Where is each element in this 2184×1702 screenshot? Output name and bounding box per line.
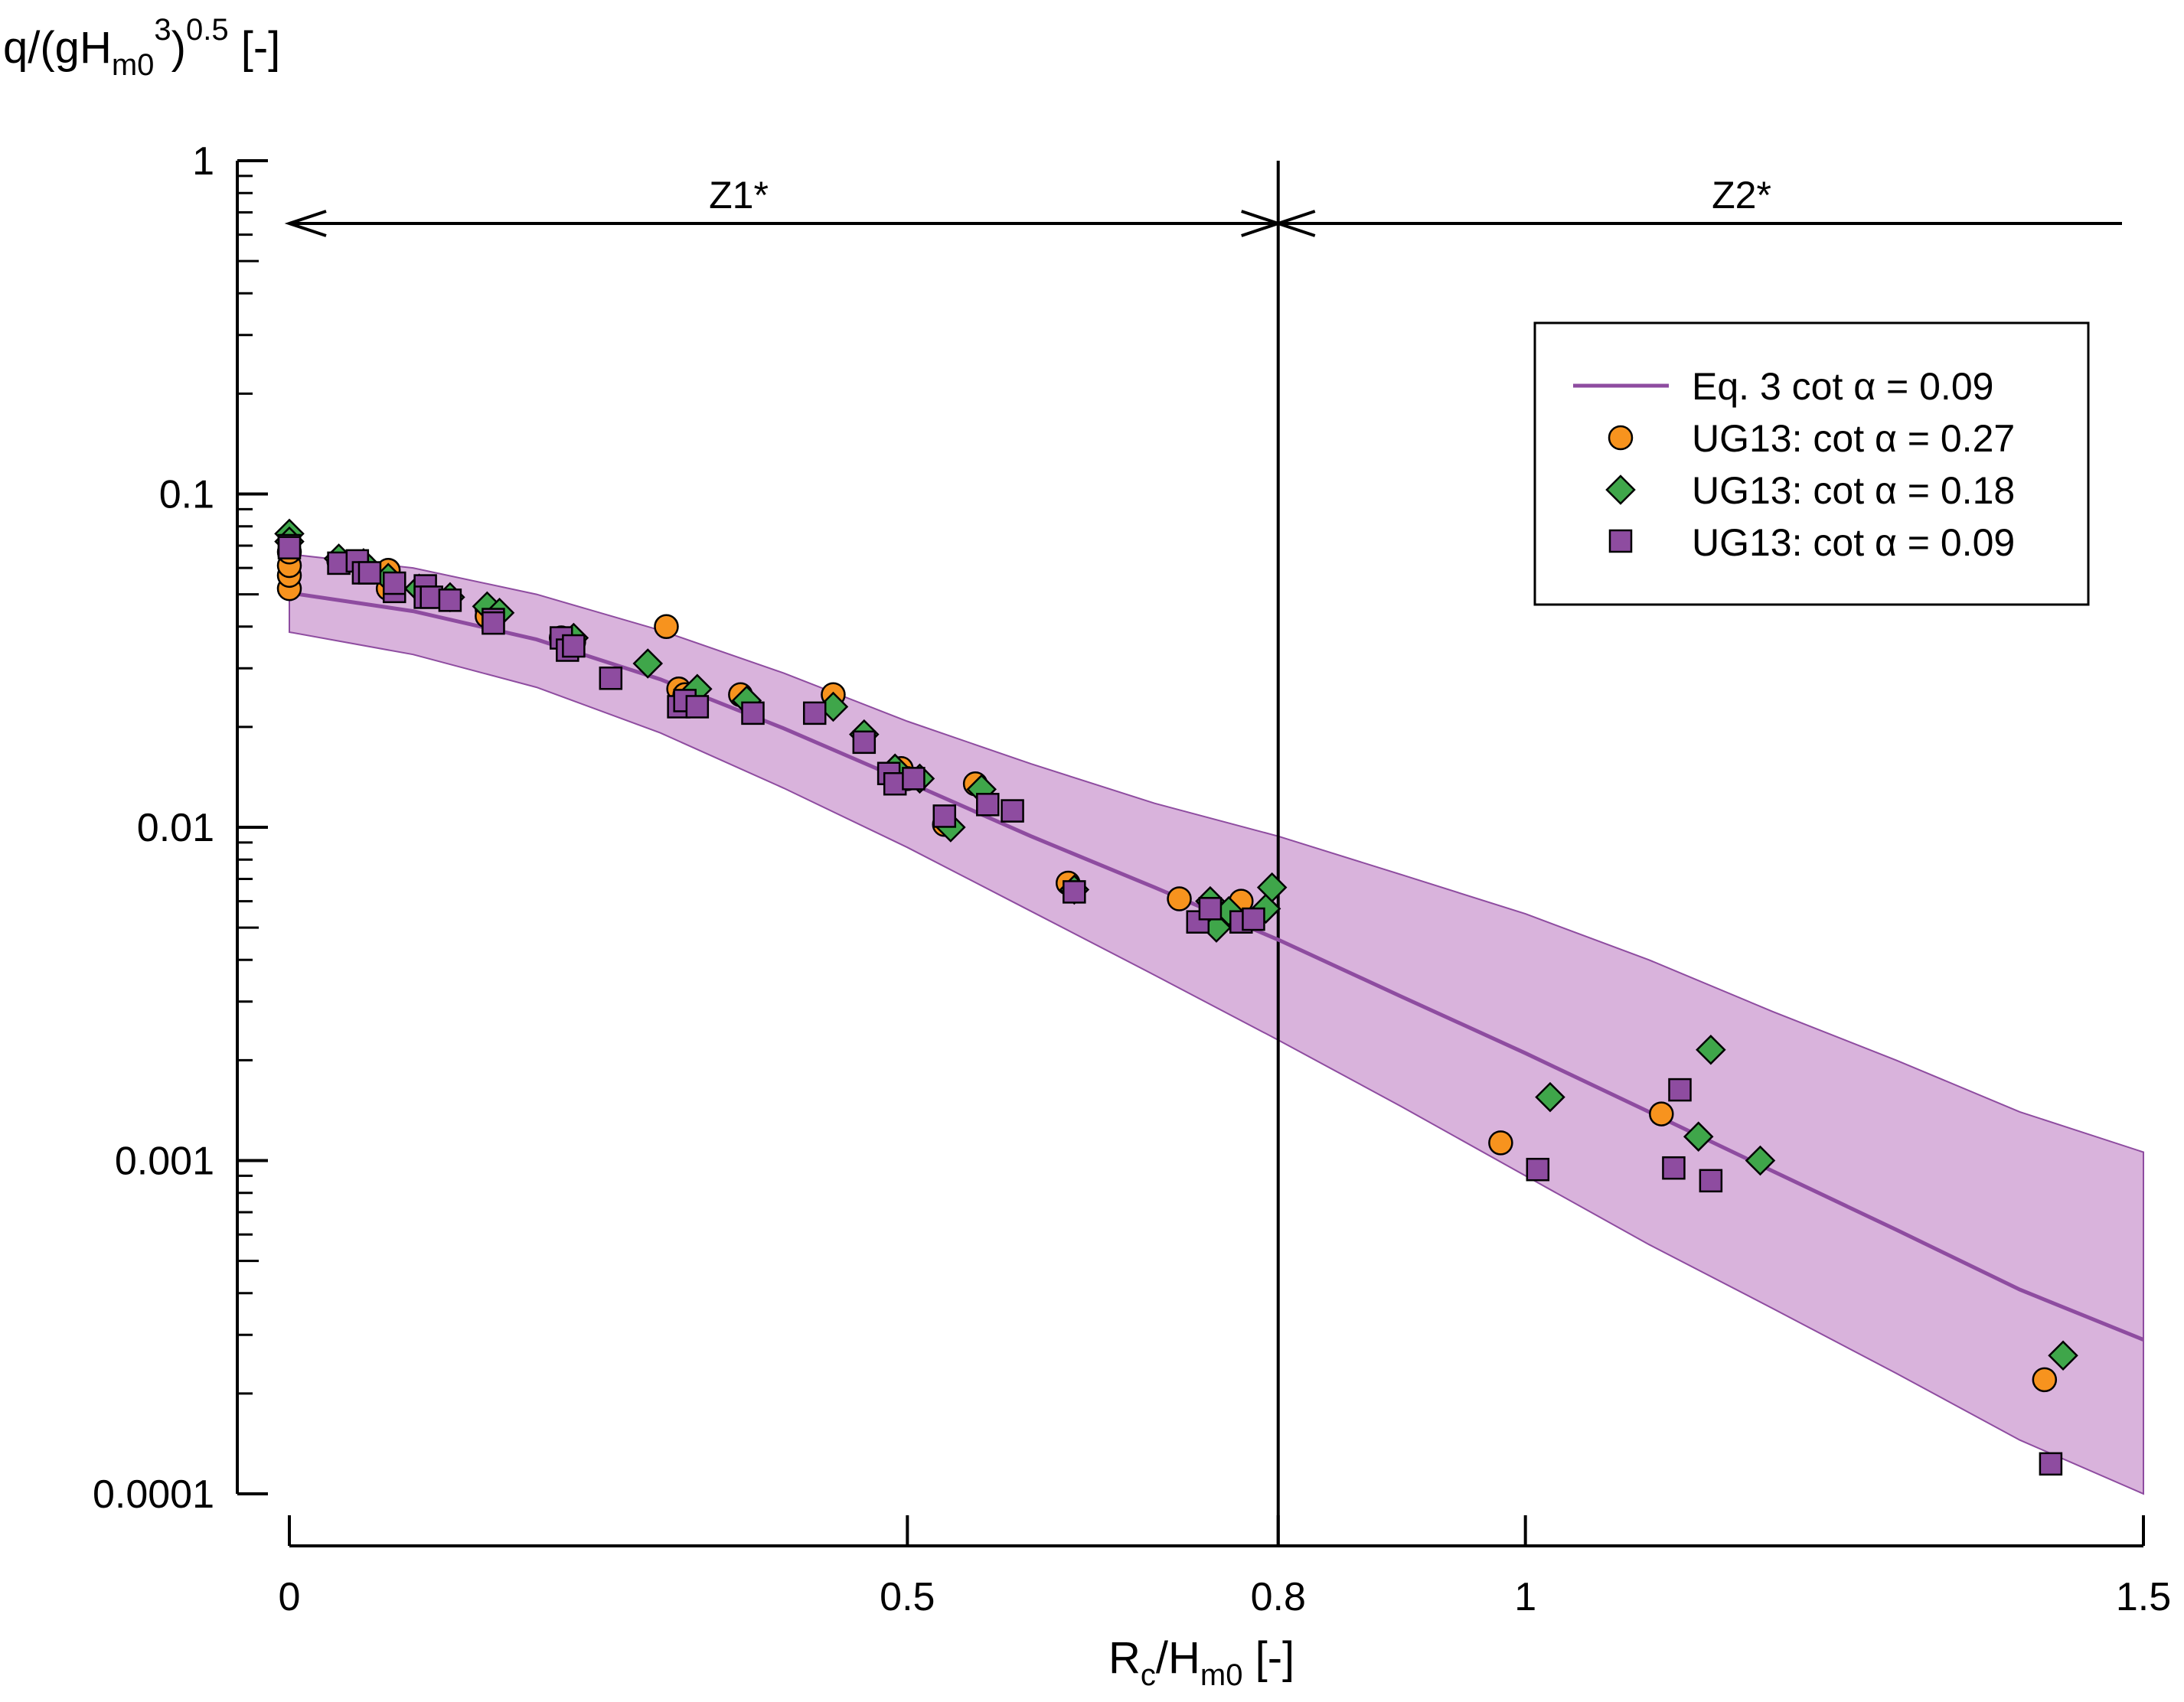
data-point-square <box>741 701 765 725</box>
legend: Eq. 3 cot α = 0.09 UG13: cot α = 0.27 UG… <box>1533 321 2090 606</box>
data-point-square <box>685 695 710 719</box>
data-point-square <box>1699 1169 1723 1193</box>
data-point-square <box>976 793 1000 817</box>
legend-label-cot018: UG13: cot α = 0.18 <box>1692 469 2015 512</box>
data-point-square <box>1242 907 1265 931</box>
data-point-square <box>1668 1078 1692 1102</box>
zone1-left-arrowhead <box>284 210 327 237</box>
data-point-square <box>599 667 623 690</box>
data-point-circle <box>654 614 679 640</box>
data-point-square <box>357 561 382 585</box>
data-point-square <box>1198 897 1223 921</box>
x-tick-label: 0.8 <box>1251 1575 1306 1619</box>
zone-label-z1: Z1* <box>709 174 769 217</box>
data-point-square <box>902 767 926 791</box>
legend-label-cot009: UG13: cot α = 0.09 <box>1692 521 2015 564</box>
zone-label-z2: Z2* <box>1712 174 1771 217</box>
data-point-diamond <box>1696 1034 1726 1065</box>
zone2-left-arrowhead <box>1273 210 1316 237</box>
data-point-diamond <box>1535 1081 1565 1113</box>
data-point-square <box>802 701 827 725</box>
data-point-square <box>277 536 302 559</box>
legend-square-marker <box>1608 529 1633 553</box>
data-point-circle <box>1649 1101 1674 1127</box>
confidence-band <box>289 553 2144 1495</box>
y-tick-label: 0.001 <box>115 1140 214 1184</box>
data-point-square <box>382 571 406 595</box>
legend-circle-marker <box>1608 425 1634 451</box>
data-point-diamond <box>632 648 664 679</box>
data-point-square <box>1662 1156 1686 1180</box>
y-tick-label: 0.1 <box>159 473 214 517</box>
x-tick-label: 0 <box>279 1575 301 1619</box>
data-point-square <box>438 589 462 612</box>
data-point-diamond <box>1683 1121 1714 1152</box>
data-point-square <box>1001 799 1024 823</box>
legend-diamond-marker <box>1605 474 1636 505</box>
legend-label-curve: Eq. 3 cot α = 0.09 <box>1692 365 1993 408</box>
data-point-circle <box>1167 886 1192 911</box>
x-tick-label: 1 <box>1514 1575 1536 1619</box>
y-tick-label: 1 <box>192 139 214 184</box>
x-tick-label: 0.5 <box>880 1575 935 1619</box>
data-point-square <box>482 611 505 635</box>
x-axis-title: Rc/Hm0 [-] <box>1108 1633 1294 1692</box>
data-point-square <box>932 804 957 828</box>
axes-layer: 1 0.1 0.01 0.001 0.0001 0 0.5 0.8 1 1.5 <box>93 139 2171 1619</box>
data-point-square <box>1186 910 1210 934</box>
x-tick-label: 1.5 <box>2116 1575 2171 1619</box>
legend-box <box>1533 321 2090 606</box>
data-point-square <box>562 634 586 658</box>
data-point-diamond <box>1256 872 1288 903</box>
points-layer <box>274 518 2078 1476</box>
data-point-circle <box>1488 1130 1513 1156</box>
data-point-circle <box>2032 1367 2058 1393</box>
data-point-diamond <box>2048 1340 2078 1371</box>
legend-label-cot027: UG13: cot α = 0.27 <box>1692 417 2015 460</box>
data-point-square <box>1526 1157 1550 1182</box>
data-point-square <box>1063 880 1086 904</box>
y-axis-title: q/(gHm03)0.5 [-] <box>3 13 280 82</box>
y-tick-label: 0.01 <box>137 806 214 850</box>
data-point-square <box>2039 1452 2063 1476</box>
data-point-square <box>852 730 877 755</box>
data-point-diamond <box>1745 1145 1776 1176</box>
confidence-band-layer <box>289 553 2144 1495</box>
y-tick-label: 0.0001 <box>93 1472 214 1517</box>
